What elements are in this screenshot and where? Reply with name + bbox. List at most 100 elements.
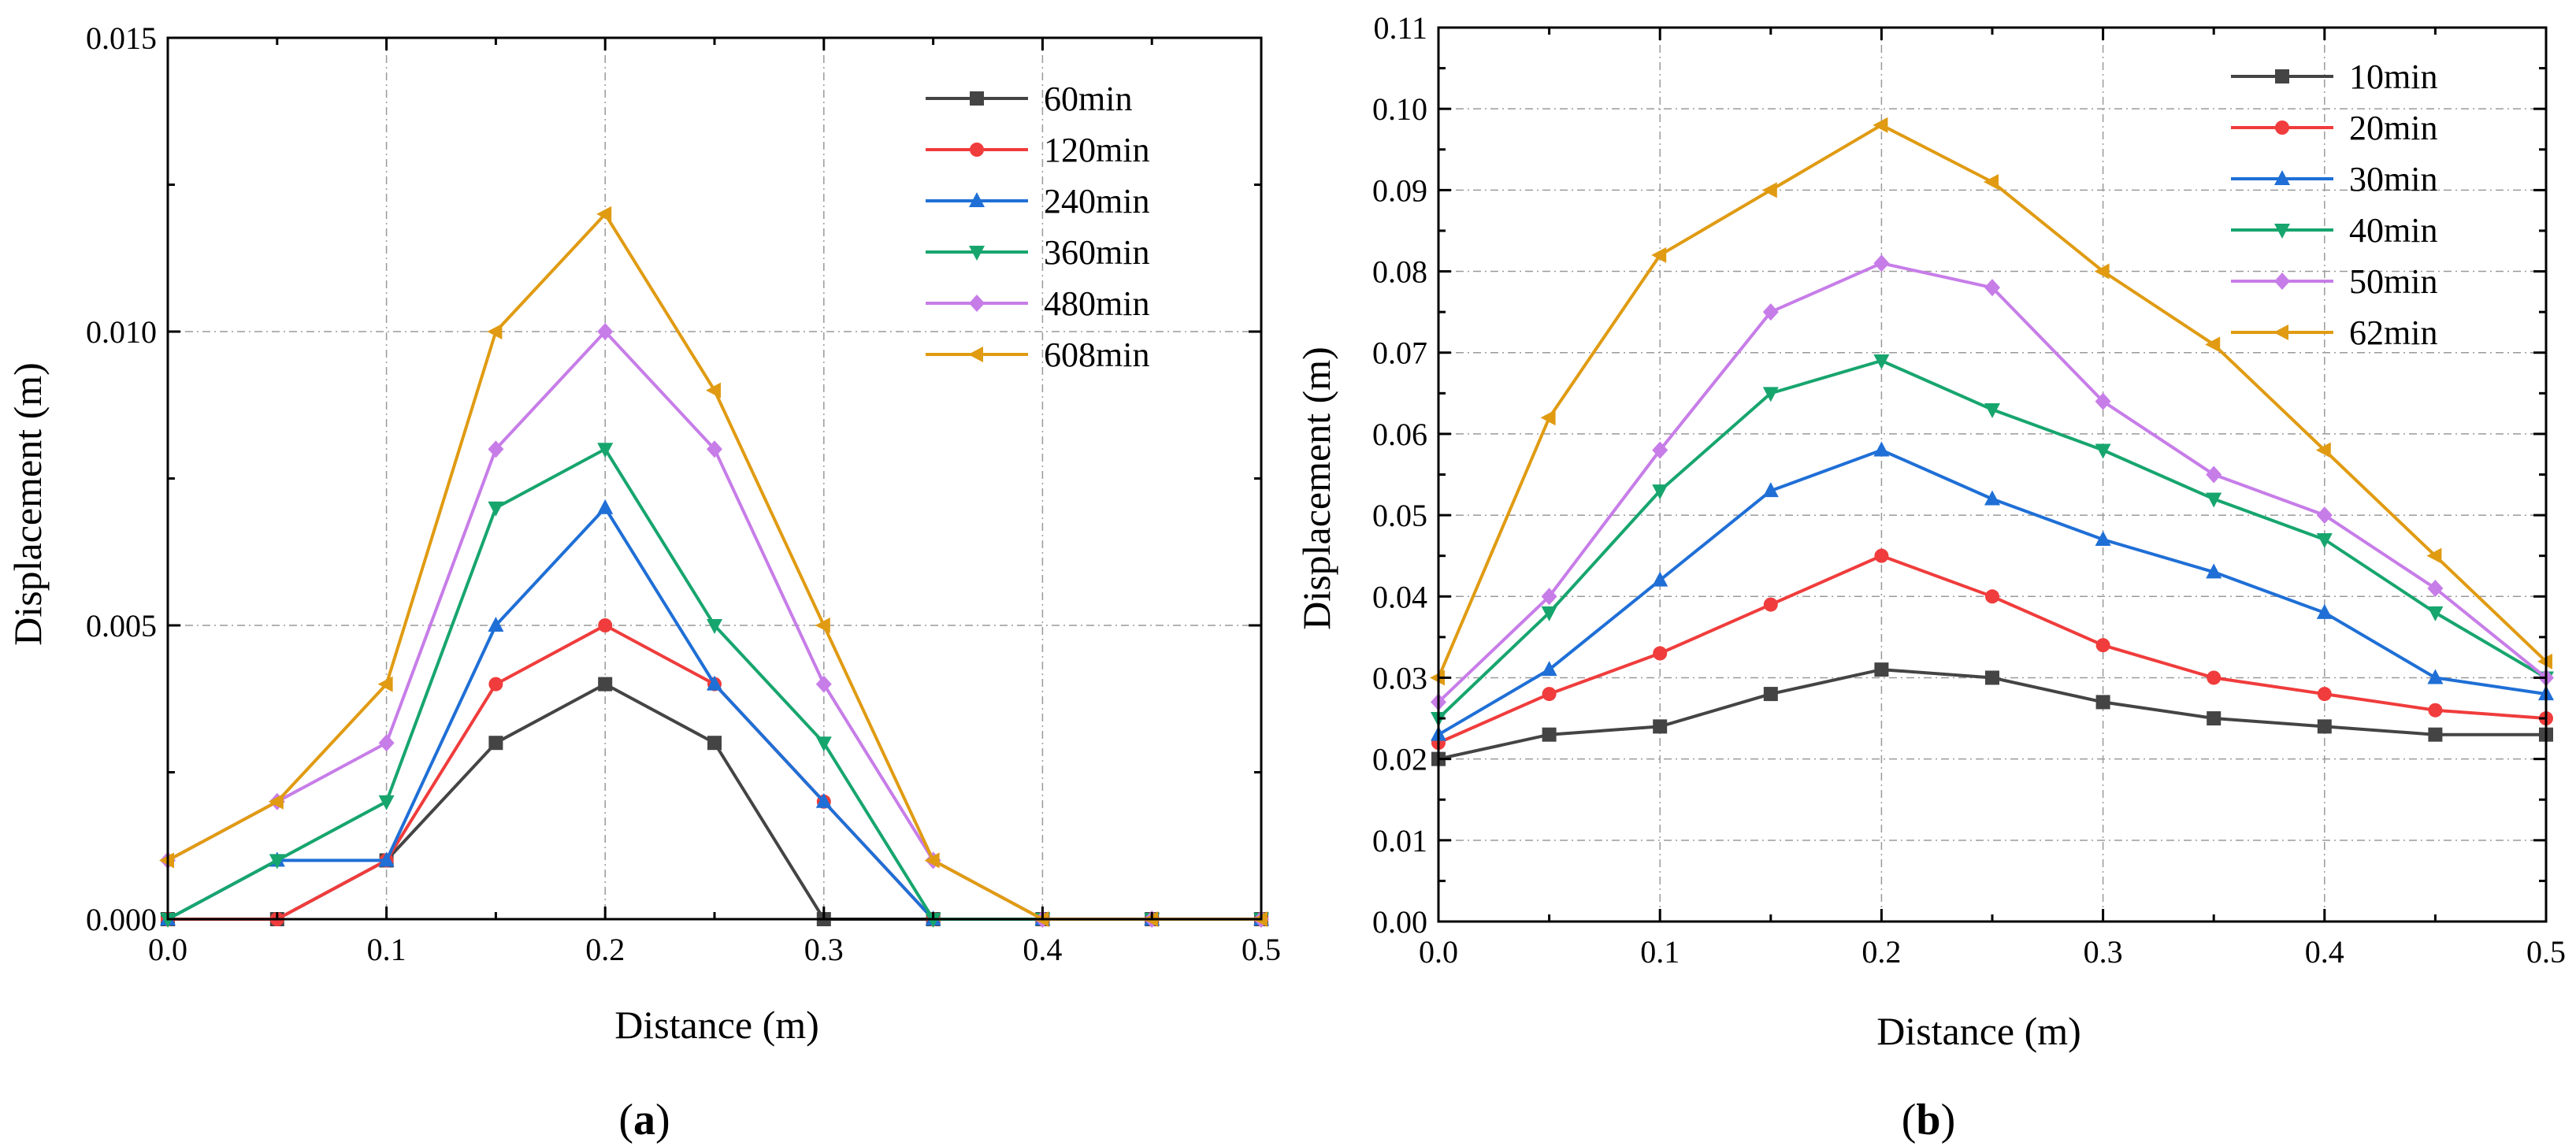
panel-a-data-point bbox=[707, 619, 722, 634]
panel-a-data-point bbox=[707, 736, 722, 751]
panel-b-y-tick-label: 0.05 bbox=[1372, 498, 1427, 533]
panel-a-data-point bbox=[597, 323, 614, 340]
panel-a-y-tick-label: 0.005 bbox=[86, 608, 157, 643]
panel-b-y-tick-label: 0.10 bbox=[1372, 91, 1427, 127]
panel-b-label: (b) bbox=[1902, 1096, 1955, 1144]
panel-a-legend-label: 480min bbox=[1044, 284, 1149, 323]
panel-a-data-point bbox=[706, 382, 721, 399]
panel-b-x-tick-label: 0.5 bbox=[2526, 934, 2566, 970]
panel-a-legend-entry: 480min bbox=[926, 284, 1149, 323]
panel-b-data-point bbox=[2427, 606, 2444, 621]
panel-b-legend-label: 30min bbox=[2349, 160, 2437, 198]
panel-a-ticks: 0.0 0.1 0.2 0.3 0.4 0.5 0.000 0.005 0.010 0.015 bbox=[86, 20, 1281, 967]
panel-b-y-tick-label: 0.03 bbox=[1372, 660, 1427, 695]
panel-b-data-point bbox=[2206, 492, 2222, 508]
panel-a-plot-frame bbox=[166, 36, 1263, 921]
panel-b-label-letter: b bbox=[1916, 1096, 1940, 1144]
panel-b-data-point bbox=[2428, 727, 2443, 742]
panel-b-y-tick-label: 0.06 bbox=[1372, 417, 1427, 452]
panel-a-legend-label: 240min bbox=[1044, 182, 1149, 221]
panel-b-series-10min bbox=[1431, 662, 2553, 766]
panel-b-x-tick-label: 0.1 bbox=[1640, 934, 1680, 970]
panel-b-legend-marker bbox=[2275, 69, 2289, 83]
panel-b-y-tick-label: 0.11 bbox=[1373, 10, 1427, 46]
panel-a-legend-marker bbox=[969, 295, 985, 312]
panel-a-data-point bbox=[596, 206, 612, 222]
panel-a-data-point bbox=[598, 618, 613, 632]
panel-b-data-point bbox=[1762, 387, 1779, 402]
panel-b-data-point bbox=[1762, 482, 1779, 498]
panel-b-data-point bbox=[1873, 441, 1890, 457]
panel-b-data-point bbox=[1763, 687, 1778, 702]
panel-b-data-point bbox=[1874, 548, 1889, 563]
panel-a-legend-label: 120min bbox=[1044, 131, 1149, 169]
panel-b-data-point bbox=[1652, 484, 1668, 500]
panel-b-data-point bbox=[2427, 579, 2444, 597]
panel-b-y-tick-label: 0.00 bbox=[1372, 904, 1427, 940]
panel-b-data-point bbox=[1541, 606, 1557, 621]
panel-a-legend: 60min 120min 240min 360min 480min 608min bbox=[926, 80, 1149, 374]
panel-b-legend-label: 10min bbox=[2349, 57, 2437, 96]
panel-b-data-point bbox=[1873, 354, 1890, 370]
panel-a-series-line bbox=[167, 505, 1261, 921]
panel-b-data-point bbox=[1652, 441, 1668, 459]
panel-a-legend-marker bbox=[970, 143, 984, 157]
panel-b-data-point bbox=[1653, 646, 1668, 661]
panel-b-data-point bbox=[1540, 410, 1556, 426]
panel-b-data-point bbox=[1652, 571, 1668, 587]
panel-b-data-point bbox=[1984, 279, 2000, 297]
panel-b-y-tick-label: 0.09 bbox=[1372, 172, 1427, 208]
panel-a-x-tick-label: 0.2 bbox=[585, 932, 625, 967]
panel-a-legend-entry: 608min bbox=[926, 336, 1149, 374]
panel-a-data-point bbox=[377, 676, 393, 692]
panel-a-legend-entry: 240min bbox=[926, 182, 1149, 221]
panel-b-data-point bbox=[2205, 336, 2221, 353]
panel-b-data-point bbox=[2095, 443, 2111, 459]
panel-a-series-60min bbox=[161, 677, 1268, 926]
panel-b-data-point bbox=[1762, 303, 1779, 321]
panel-b-x-tick-label: 0.0 bbox=[1419, 934, 1458, 970]
panel-a-x-tick-label: 0.3 bbox=[804, 932, 844, 967]
panel-a-legend-label: 360min bbox=[1044, 233, 1149, 272]
panel-b-data-point bbox=[1542, 687, 1557, 702]
panel-a-legend-marker bbox=[970, 91, 984, 106]
panel-b-y-axis-title: Displacement (m) bbox=[1294, 347, 1338, 630]
panel-b-data-point bbox=[2317, 719, 2332, 734]
panel-b-x-axis-title: Distance (m) bbox=[1876, 1009, 2081, 1053]
panel-a-legend-entry: 360min bbox=[926, 233, 1149, 272]
panel-b-data-point bbox=[1984, 174, 1999, 191]
panel-b-data-point bbox=[1984, 490, 2000, 506]
panel-a-y-tick-label: 0.010 bbox=[86, 314, 157, 350]
panel-b-data-point bbox=[2095, 392, 2111, 410]
panel-a-legend-marker bbox=[969, 246, 985, 261]
panel-a-series-240min bbox=[160, 499, 1269, 925]
panel-b-y-tick-label: 0.02 bbox=[1372, 742, 1427, 777]
panel-b-data-point bbox=[2426, 547, 2442, 564]
panel-b-legend-label: 20min bbox=[2349, 109, 2437, 147]
panel-b-data-point bbox=[2316, 603, 2333, 619]
panel-a-data-point bbox=[815, 736, 832, 752]
panel-a-data-point bbox=[815, 618, 830, 633]
panel-b-data-point bbox=[2317, 687, 2332, 702]
panel-b-legend-marker bbox=[2274, 224, 2290, 239]
panel-b-x-tick-label: 0.2 bbox=[1861, 934, 1901, 970]
panel-b-series-62min bbox=[1430, 117, 2552, 686]
panel-b-y-tick-label: 0.07 bbox=[1372, 336, 1427, 371]
panel-b-legend-marker bbox=[2275, 121, 2289, 135]
panel-b-legend-entry: 62min bbox=[2231, 313, 2437, 352]
panel-a-data-point bbox=[378, 851, 395, 867]
panel-b-legend-entry: 20min bbox=[2231, 109, 2437, 147]
panel-b-data-point bbox=[1651, 247, 1667, 263]
panel-a-data-point bbox=[488, 440, 504, 458]
panel-b-data-point bbox=[2206, 465, 2222, 484]
panel-b-data-point bbox=[1541, 661, 1557, 677]
panel-a-data-point bbox=[597, 499, 614, 514]
panel-a-data-point bbox=[488, 617, 504, 632]
panel-a: 0.0 0.1 0.2 0.3 0.4 0.5 0.000 0.005 0.010 0.015 6… bbox=[6, 20, 1281, 1144]
panel-a-x-tick-label: 0.4 bbox=[1023, 932, 1062, 967]
panel-a-data-point bbox=[598, 677, 613, 692]
panel-b-legend-entry: 40min bbox=[2231, 211, 2437, 250]
panel-a-x-tick-label: 0.0 bbox=[148, 932, 187, 967]
panel-b-y-tick-label: 0.08 bbox=[1372, 254, 1427, 290]
panel-b-data-point bbox=[1985, 670, 1999, 685]
